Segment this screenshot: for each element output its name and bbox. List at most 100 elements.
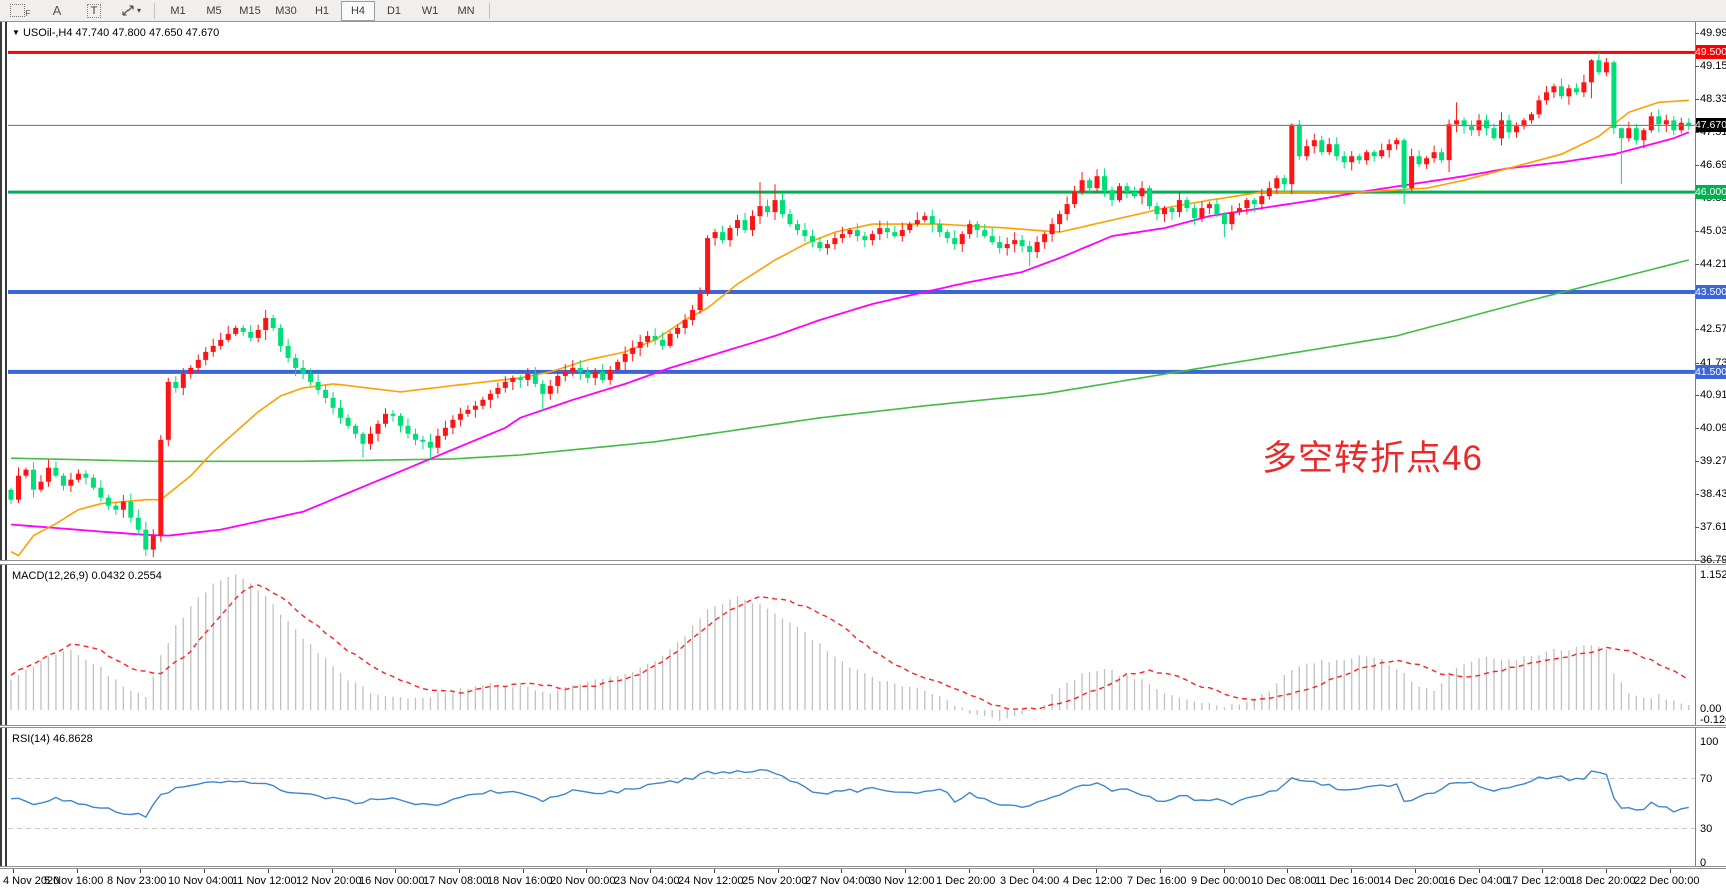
candle-body — [120, 501, 126, 510]
candle-body — [1109, 190, 1115, 201]
date-tick-label: 23 Nov 04:00 — [614, 875, 680, 887]
candle-body — [135, 517, 141, 530]
timeframe-button-m1[interactable]: M1 — [170, 4, 186, 17]
candle-body — [1072, 192, 1078, 205]
candle-body — [8, 489, 14, 500]
rsi-panel-area[interactable] — [8, 728, 1695, 866]
candle-body — [1206, 204, 1212, 209]
candle-body — [892, 232, 898, 237]
price-tick-mark — [1695, 363, 1699, 364]
date-tick-label: 11 Dec 16:00 — [1315, 875, 1380, 887]
crosshair-grid-tool-button[interactable]: F — [3, 1, 37, 21]
panel-splitter-macd-rsi[interactable] — [0, 725, 1726, 728]
horizontal-level-line[interactable] — [8, 50, 1695, 54]
toolbar-separator — [489, 2, 490, 19]
date-tick-mark — [586, 869, 587, 873]
rsi-axis-0-label: 0 — [1700, 857, 1707, 869]
horizontal-level-line[interactable] — [8, 190, 1695, 194]
candle-body — [1506, 120, 1512, 133]
price-tick-label: 48.330 — [1700, 93, 1726, 105]
macd-panel-area[interactable] — [8, 565, 1695, 725]
date-tick-label: 10 Dec 08:00 — [1251, 875, 1317, 887]
symbol-dropdown-icon[interactable]: ▼ — [12, 28, 20, 37]
date-tick-mark — [1096, 869, 1097, 873]
candle-body — [1087, 180, 1093, 189]
candle-body — [1514, 126, 1519, 133]
candle-body — [839, 234, 845, 239]
text-label-tool-button[interactable]: A — [40, 1, 74, 21]
candle-body — [967, 224, 973, 235]
date-tick-label: 18 Dec 20:00 — [1570, 875, 1636, 887]
price-tick-label: 37.610 — [1700, 521, 1726, 533]
price-tick-label: 40.090 — [1700, 422, 1726, 434]
text-box-tool-button[interactable]: T — [77, 1, 111, 21]
horizontal-level-line[interactable] — [8, 290, 1695, 294]
candle-body — [502, 381, 508, 388]
candle-body — [1169, 208, 1175, 213]
candle-body — [308, 373, 314, 382]
candle-body — [1558, 86, 1564, 97]
price-tick-label: 39.270 — [1700, 455, 1726, 467]
symbol-header[interactable]: ▼ USOil-,H4 47.740 47.800 47.650 47.670 — [12, 27, 219, 39]
panel-splitter-rsi-dates[interactable] — [0, 866, 1726, 869]
candle-body — [1379, 150, 1385, 157]
price-tick-mark — [1695, 165, 1699, 166]
timeframe-button-m15[interactable]: M15 — [239, 4, 261, 17]
timeframe-button-w1[interactable]: W1 — [421, 4, 439, 17]
candle-body — [1603, 62, 1609, 73]
candle-body — [622, 353, 628, 362]
candle-body — [1214, 204, 1220, 215]
timeframe-button-h1[interactable]: H1 — [314, 4, 330, 17]
date-tick-label: 3 Dec 04:00 — [1000, 875, 1060, 887]
candle-body — [360, 433, 366, 444]
toolbar-separator — [154, 2, 155, 19]
candle-body — [1341, 156, 1347, 163]
candle-body — [1154, 206, 1160, 215]
candle-body — [1641, 130, 1647, 141]
date-tick-mark — [1606, 869, 1607, 873]
candle-body — [263, 318, 269, 330]
timeframe-button-d1[interactable]: D1 — [386, 4, 402, 17]
candle-body — [83, 473, 89, 478]
macd-axis-max-label: 1.1522 — [1700, 569, 1726, 581]
timeframe-button-m30[interactable]: M30 — [275, 4, 297, 17]
date-tick-label: 4 Nov 2020 — [3, 875, 60, 887]
panel-splitter-main-macd[interactable] — [0, 560, 1726, 565]
candle-body — [615, 361, 621, 370]
candle-body — [765, 206, 770, 213]
left-window-edge[interactable] — [0, 22, 7, 869]
candle-body — [210, 345, 216, 352]
timeframe-button-m5[interactable]: M5 — [206, 4, 222, 17]
candle-body — [899, 230, 905, 237]
candle-body — [832, 238, 838, 245]
candle-body — [338, 407, 344, 418]
candle-body — [1139, 188, 1145, 197]
date-tick-label: 1 Dec 20:00 — [936, 875, 996, 887]
candle-body — [854, 230, 860, 237]
candle-body — [1439, 152, 1445, 161]
timeframe-button-mn[interactable]: MN — [457, 4, 475, 17]
letter-t-icon: T — [86, 3, 102, 18]
price-tick-mark — [1695, 66, 1699, 67]
candle-body — [345, 417, 351, 426]
date-tick-mark — [650, 869, 651, 873]
candle-body — [750, 216, 755, 231]
timeframe-button-h4[interactable]: H4 — [341, 0, 375, 21]
candle-body — [300, 367, 306, 374]
candle-body — [113, 505, 119, 510]
date-tick-mark — [13, 869, 14, 873]
candle-body — [38, 481, 44, 490]
date-tick-label: 17 Dec 12:00 — [1506, 875, 1572, 887]
date-tick-label: 12 Nov 20:00 — [296, 875, 362, 887]
candle-body — [128, 501, 134, 518]
candle-body — [1124, 186, 1130, 193]
arrows-tool-button[interactable]: ▾ — [114, 1, 148, 21]
candle-body — [1588, 60, 1594, 83]
candle-body — [1663, 120, 1669, 125]
candle-body — [547, 385, 553, 394]
horizontal-level-line[interactable] — [8, 369, 1695, 374]
candle-body — [1326, 144, 1332, 153]
candle-body — [1544, 92, 1549, 101]
price-tick-label: 36.790 — [1700, 554, 1726, 566]
